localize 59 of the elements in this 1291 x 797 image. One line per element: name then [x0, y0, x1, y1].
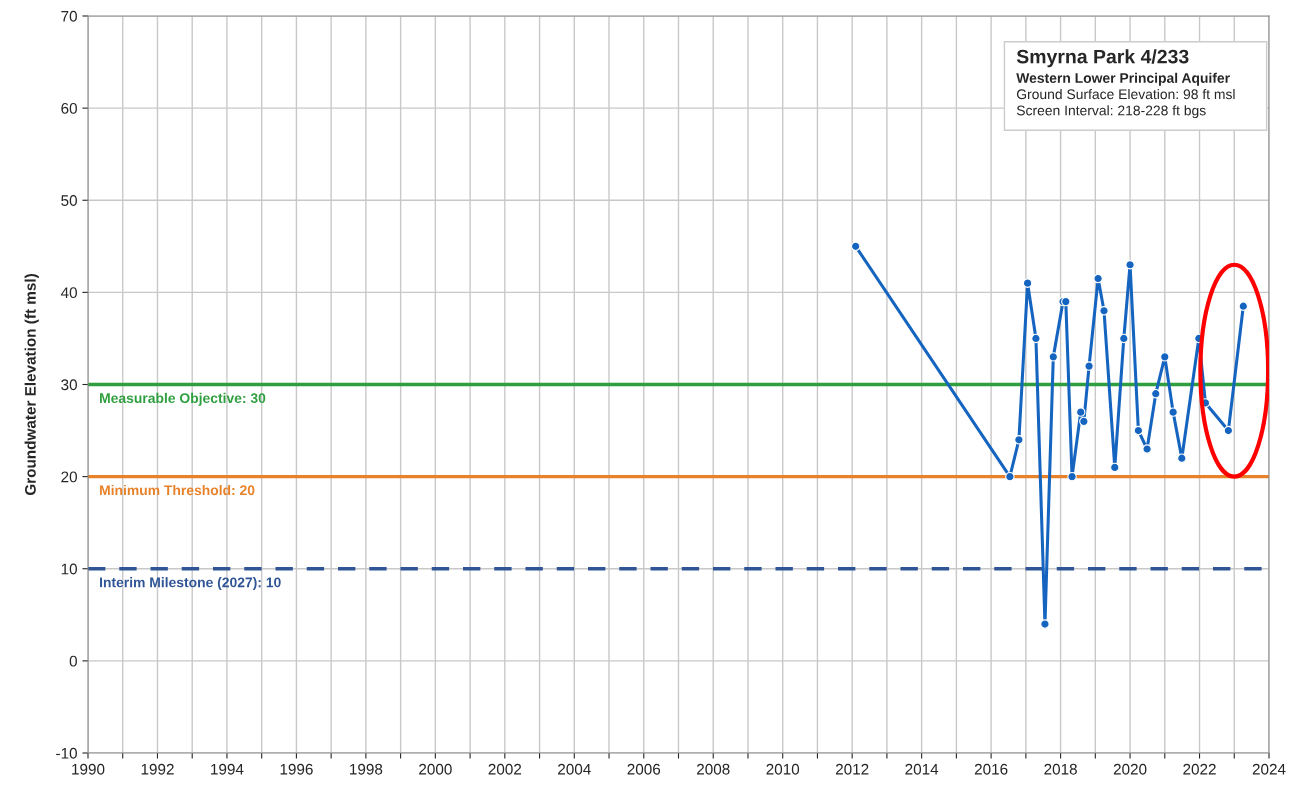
y-tick-label: 70: [61, 10, 77, 22]
x-tick-label: 2022: [1183, 763, 1216, 775]
point: [1093, 273, 1103, 284]
text: Western Lower Principal Aquifer: [1016, 72, 1230, 86]
x-tick-label: 2006: [627, 763, 661, 775]
point: [1079, 416, 1089, 427]
x-tick-label: 2000: [419, 763, 452, 775]
x-tick-label: 2016: [974, 763, 1008, 775]
point: [1022, 278, 1033, 288]
text: Smyrna Park 4/233: [1016, 49, 1189, 68]
point: [1223, 425, 1234, 436]
x-tick-label: 1990: [72, 763, 105, 775]
x-tick-label: 1996: [280, 763, 313, 775]
point: [1005, 471, 1015, 482]
x-tick-label: 2020: [1113, 763, 1147, 775]
x-tick-label: 2018: [1044, 763, 1077, 775]
point: [1168, 407, 1178, 417]
y-tick-label: 40: [60, 287, 77, 299]
point: [1133, 425, 1144, 436]
y-tick-label: -10: [56, 747, 77, 759]
x-tick-label: 1998: [350, 763, 383, 775]
point: [1177, 453, 1187, 463]
y-tick-label: 50: [61, 195, 77, 206]
y-tick-label: 30: [61, 379, 77, 391]
point: [1048, 352, 1059, 362]
x-tick-label: 2024: [1252, 763, 1286, 775]
x-tick-label: 1994: [211, 763, 244, 775]
point: [1151, 388, 1161, 399]
ref-line-label: Minimum Threshold: 20: [100, 484, 255, 496]
point: [1031, 333, 1041, 344]
y-tick-label: 60: [61, 102, 77, 114]
ref-line-label: Measurable Objective: 30: [100, 392, 266, 406]
point: [1014, 435, 1024, 445]
y-tick-label: 0: [69, 655, 77, 667]
x-tick-label: 2010: [766, 763, 800, 775]
point: [1099, 306, 1109, 316]
point: [850, 241, 861, 252]
point: [1040, 619, 1050, 629]
point: [1142, 444, 1152, 454]
ref-line-label: Interim Milestone (2027): 10: [100, 577, 281, 591]
point: [1110, 462, 1120, 473]
point: [1084, 361, 1094, 371]
point: [1119, 333, 1129, 344]
point: [1160, 352, 1170, 362]
x-tick-label: 2004: [558, 763, 591, 775]
x-tick-label: 2008: [697, 763, 730, 775]
point: [1125, 260, 1135, 270]
y-tick-label: 20: [61, 471, 77, 483]
point: [1076, 407, 1086, 417]
x-tick-label: 1992: [141, 763, 174, 775]
point: [1067, 471, 1077, 482]
x-tick-label: 2012: [835, 763, 869, 775]
x-tick-label: 2002: [488, 763, 522, 775]
annotation: Ground Surface Elevation: 98 ft msl: [1016, 88, 1235, 100]
x-tick-label: 2014: [905, 763, 939, 775]
point: [1238, 301, 1249, 311]
y-tick-label: 10: [61, 563, 77, 575]
annotation: Screen Interval: 218-228 ft bgs: [1016, 105, 1206, 119]
y-axis-title: Groundwater Elevation (ft msl): [24, 274, 39, 496]
